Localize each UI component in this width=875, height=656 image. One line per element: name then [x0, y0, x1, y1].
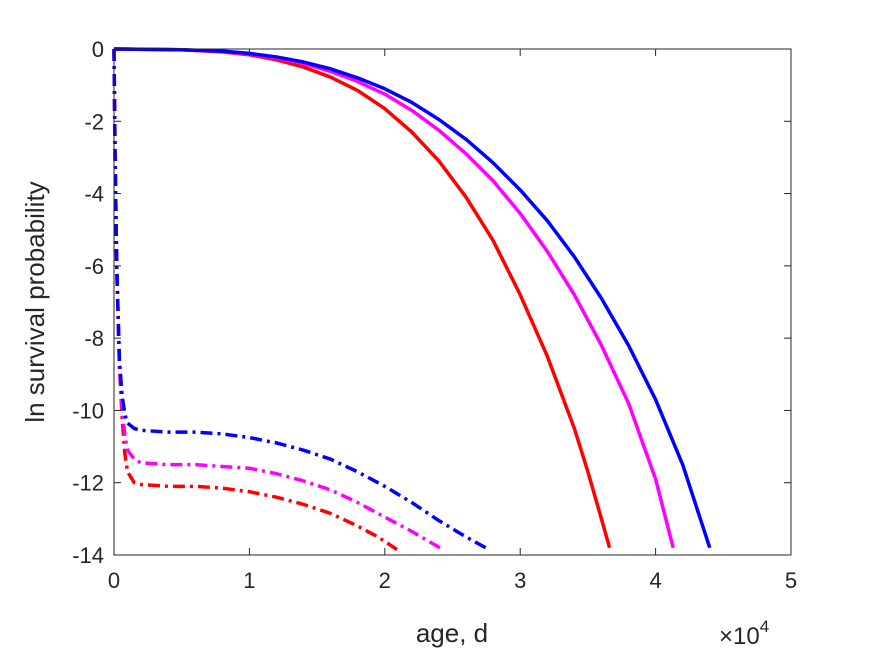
x-tick-label: 4	[649, 568, 661, 593]
y-tick-label: -2	[84, 109, 104, 134]
y-axis-label: ln survival probability	[20, 181, 50, 422]
y-tick-label: -14	[72, 543, 104, 568]
series-line-6	[112, 48, 490, 552]
x-tick-label: 1	[243, 568, 255, 593]
x-exponent-power: 4	[760, 617, 769, 636]
y-tick-label: -10	[72, 398, 104, 423]
plot-area	[114, 49, 791, 555]
x-axis-label: age, d	[416, 618, 488, 648]
y-tick-label: 0	[92, 37, 104, 62]
series-line-5	[112, 48, 444, 552]
y-tick-label: -4	[84, 182, 104, 207]
x-tick-label: 5	[785, 568, 797, 593]
x-tick-label: 3	[514, 568, 526, 593]
x-exponent-base: ×10	[719, 623, 760, 650]
x-tick-label: 2	[379, 568, 391, 593]
y-tick-label: -12	[72, 471, 104, 496]
x-tick-label: 0	[108, 568, 120, 593]
x-exponent-label: ×104	[719, 617, 769, 650]
y-tick-label: -8	[84, 326, 104, 351]
series-line-3	[113, 47, 712, 549]
tick-layer: 0 1 2 3 4 5 0 -2 -4 -6 -8 -10 -12 -14	[72, 37, 797, 593]
y-tick-label: -6	[84, 254, 104, 279]
axes-box	[113, 48, 792, 556]
